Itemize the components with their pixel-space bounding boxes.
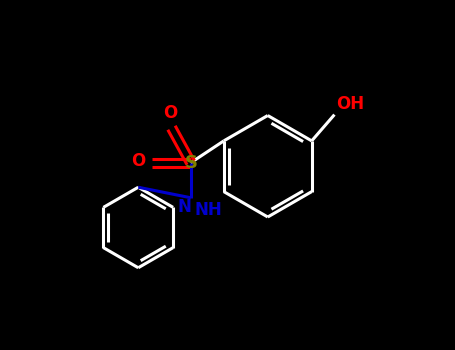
Text: S: S [184,154,197,172]
Text: O: O [162,105,177,122]
Text: O: O [131,152,145,170]
Text: NH: NH [194,201,222,219]
Text: N: N [177,198,191,216]
Text: OH: OH [336,95,364,113]
